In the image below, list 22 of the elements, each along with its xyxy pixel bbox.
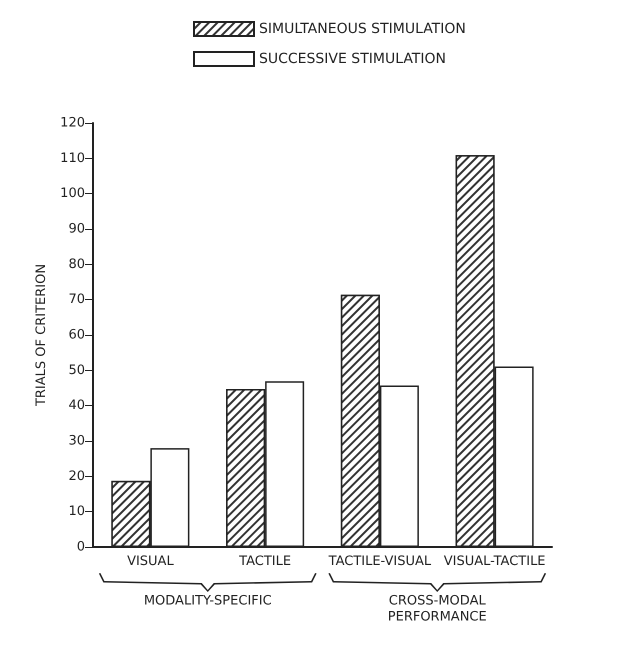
x-tick-label: TACTILE-VISUAL [328,554,432,569]
y-tick-label: 70 [68,292,85,308]
x-tick-label: VISUAL-TACTILE [444,554,546,569]
y-tick-label: 100 [60,186,85,202]
y-tick-label: 90 [68,222,85,236]
text: MODALITY-SPECIFIC [144,594,272,608]
y-tick-label: 120 [60,116,85,130]
y-tick-label: 110 [60,150,85,166]
y-tick-label: 0 [76,540,85,554]
y-tick-label: 80 [68,256,85,272]
y-tick-label: 10 [68,504,85,520]
legend-label: SUCCESSIVE STIMULATION [259,51,446,67]
y-tick-label: 60 [68,328,85,342]
y-tick-label: 40 [68,398,85,414]
y-tick-label: 50 [68,362,85,378]
legend-label: SIMULTANEOUS STIMULATION [259,21,466,37]
y-tick-label: 30 [68,434,85,448]
text: CROSS-MODAL PERFORMANCE [388,594,487,624]
x-tick-label: TACTILE [238,554,292,569]
y-tick-label: 20 [68,468,85,484]
x-tick-label: VISUAL [127,554,174,569]
y-axis-title: TRIALS OF CRITERION [34,264,49,408]
